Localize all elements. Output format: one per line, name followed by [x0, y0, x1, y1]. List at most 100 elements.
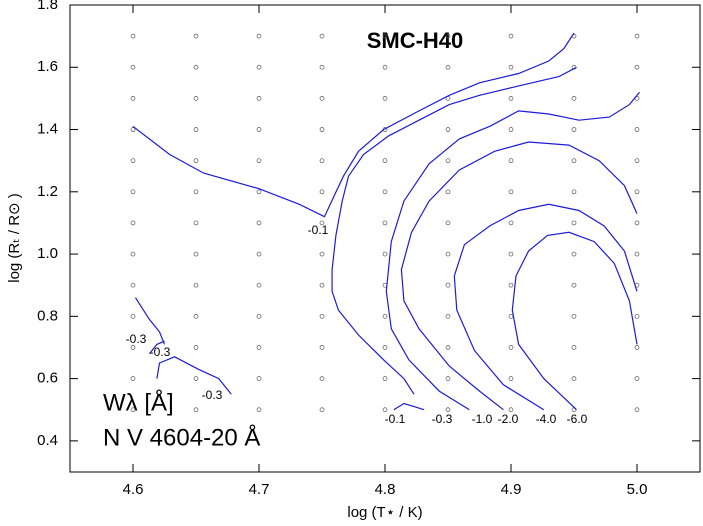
- model-point: [508, 345, 514, 350]
- model-point: [193, 33, 199, 39]
- model-point: [382, 376, 388, 381]
- model-point: [445, 313, 451, 319]
- model-point: [445, 251, 451, 257]
- contour-label: -0.3: [126, 332, 147, 346]
- model-point: [319, 345, 325, 350]
- model-point: [319, 64, 325, 70]
- model-point: [193, 407, 199, 413]
- model-point: [508, 220, 514, 226]
- contour-line: [385, 91, 640, 411]
- model-point: [382, 345, 388, 350]
- x-tick-label: 4.7: [249, 481, 270, 498]
- contour-label: -0.3: [432, 412, 453, 426]
- model-point: [130, 220, 136, 226]
- contour-line: [453, 203, 638, 411]
- contour-label: -2.0: [498, 412, 519, 426]
- model-point: [130, 282, 136, 288]
- model-point: [319, 33, 325, 39]
- model-point: [634, 64, 640, 70]
- model-point: [445, 220, 451, 226]
- model-point: [445, 282, 451, 288]
- y-tick-label: 0.6: [37, 370, 58, 387]
- model-point: [445, 189, 451, 195]
- y-axis-label: log (Rₜ / R⊙ ): [6, 193, 23, 283]
- model-point: [130, 158, 136, 164]
- contour-label: -0.1: [308, 223, 329, 237]
- contour-line: [393, 402, 425, 411]
- model-point: [571, 96, 577, 101]
- model-point: [130, 376, 136, 381]
- model-point: [508, 313, 514, 319]
- model-point: [319, 189, 325, 195]
- model-point: [256, 158, 262, 164]
- x-tick-label: 4.9: [501, 481, 522, 498]
- model-point: [508, 64, 514, 70]
- model-point: [130, 64, 136, 70]
- model-point: [319, 376, 325, 381]
- model-point: [256, 313, 262, 319]
- model-point: [634, 33, 640, 39]
- contour-line: [148, 340, 165, 355]
- contour-label: -6.0: [567, 412, 588, 426]
- model-point: [193, 158, 199, 164]
- model-point: [193, 64, 199, 70]
- annotation: Wλ [Å]: [103, 388, 174, 416]
- model-point: [130, 313, 136, 319]
- model-point: [256, 64, 262, 70]
- model-point: [256, 407, 262, 413]
- model-point: [634, 127, 640, 132]
- y-tick-label: 1.4: [37, 121, 58, 138]
- model-point: [319, 127, 325, 132]
- model-point: [256, 376, 262, 381]
- model-point: [319, 158, 325, 164]
- contour-label: -0.1: [385, 412, 406, 426]
- model-point: [634, 158, 640, 164]
- model-point: [634, 251, 640, 257]
- model-point: [130, 127, 136, 132]
- model-point: [571, 376, 577, 381]
- model-point: [571, 313, 577, 319]
- model-point: [382, 407, 388, 413]
- y-tick-label: 1.0: [37, 245, 58, 262]
- contour-line: [511, 231, 638, 411]
- model-point: [634, 313, 640, 319]
- y-tick-label: 0.8: [37, 307, 58, 324]
- contour-line: [132, 32, 575, 218]
- model-point: [382, 313, 388, 319]
- model-point: [445, 127, 451, 132]
- model-point: [571, 345, 577, 350]
- model-point: [634, 345, 640, 350]
- y-tick-label: 0.4: [37, 432, 58, 449]
- contour-line: [400, 141, 638, 411]
- model-point: [256, 127, 262, 132]
- model-point: [382, 64, 388, 70]
- model-point: [571, 127, 577, 132]
- model-point: [382, 251, 388, 257]
- model-point: [256, 345, 262, 350]
- model-point: [382, 96, 388, 101]
- model-point: [193, 220, 199, 226]
- model-point: [382, 33, 388, 39]
- model-point: [445, 345, 451, 350]
- model-point: [193, 251, 199, 257]
- contour-label: -4.0: [536, 412, 557, 426]
- model-point: [445, 33, 451, 39]
- y-tick-label: 1.6: [37, 58, 58, 75]
- model-point: [571, 251, 577, 257]
- model-point: [445, 158, 451, 164]
- model-point: [319, 407, 325, 413]
- x-tick-label: 5.0: [627, 481, 648, 498]
- model-point: [382, 189, 388, 195]
- model-point: [319, 96, 325, 101]
- model-point: [130, 96, 136, 101]
- y-tick-label: 1.2: [37, 183, 58, 200]
- model-point: [130, 407, 136, 413]
- model-point: [508, 189, 514, 195]
- model-point: [193, 282, 199, 288]
- model-point: [571, 158, 577, 164]
- model-point: [193, 189, 199, 195]
- x-tick-label: 4.8: [375, 481, 396, 498]
- model-point: [319, 313, 325, 319]
